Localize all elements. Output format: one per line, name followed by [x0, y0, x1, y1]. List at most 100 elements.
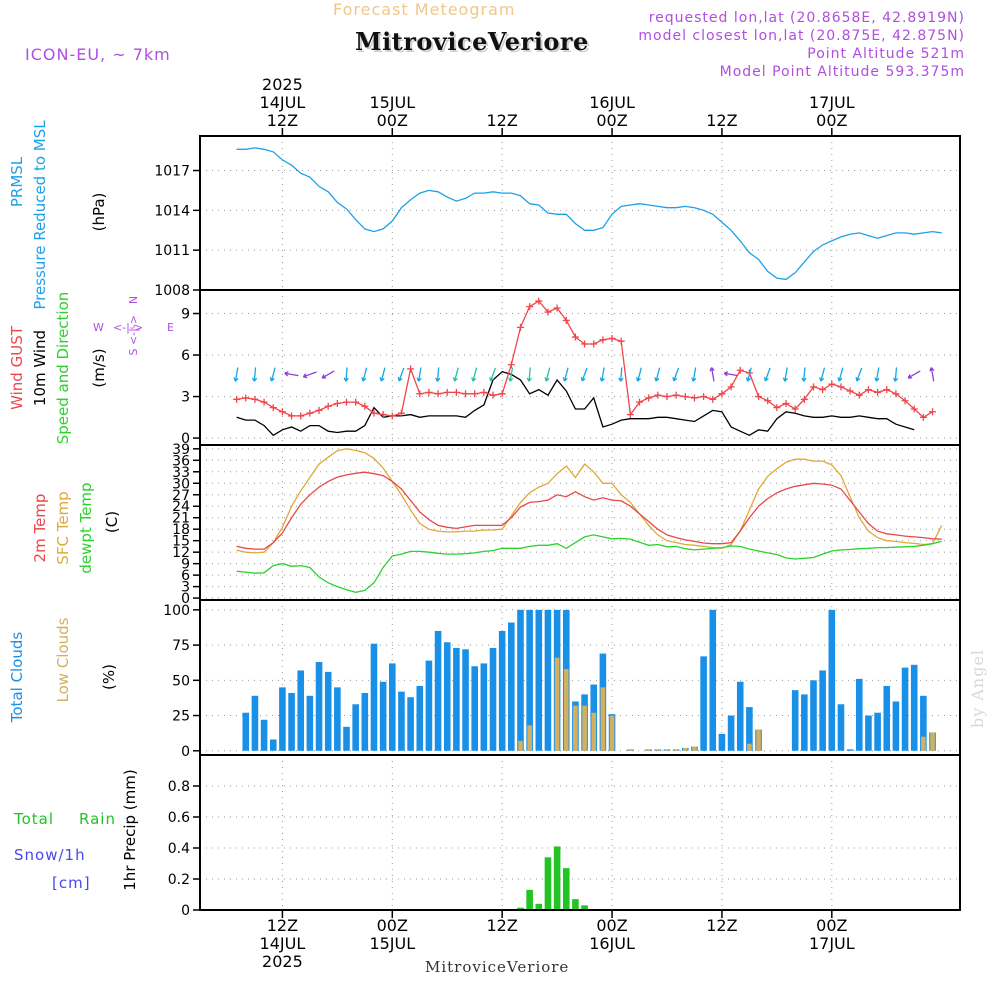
gust-marker: [507, 361, 515, 369]
total-clouds-label: Total Clouds: [8, 632, 26, 724]
top-time-label: 12Z: [267, 111, 298, 130]
total-cloud-bar: [260, 719, 268, 751]
gust-marker: [388, 412, 396, 420]
gust-marker: [709, 395, 717, 403]
compass-vertical: <-|->: [127, 315, 140, 345]
gust-marker: [562, 316, 570, 324]
total-cloud-bar: [810, 680, 817, 751]
top-time-label: 00Z: [377, 111, 408, 130]
wind-direction-arrow: [397, 367, 405, 382]
low-cloud-bar: [527, 725, 532, 751]
total-cloud-bar: [526, 609, 533, 751]
gust-marker: [654, 391, 662, 399]
closest-coords: model closest lon,lat (20.875E, 42.875N): [638, 28, 965, 44]
gust-marker: [425, 388, 433, 396]
temperature-ytick-label: 36: [172, 453, 190, 469]
top-time-label: 15JUL: [369, 93, 415, 112]
gust-marker: [535, 297, 543, 305]
temperature-ytick-label: 0: [181, 591, 190, 607]
gust-marker: [471, 390, 479, 398]
gust-marker: [755, 393, 763, 401]
temperature-ytick-label: 12: [172, 545, 190, 561]
total-cloud-bar: [425, 660, 433, 751]
precip-snow-label: Snow/1h: [14, 846, 86, 864]
gust-marker: [489, 391, 497, 399]
wind-speed-line: [236, 370, 915, 437]
total-cloud-bar: [746, 707, 753, 751]
gust-marker: [498, 390, 506, 398]
total-cloud-bar: [837, 704, 845, 751]
compass-north: N: [127, 296, 140, 304]
wind-direction-arrow: [691, 367, 697, 382]
gust-marker: [526, 303, 534, 311]
gust-marker: [306, 409, 314, 417]
low-cloud-bar: [664, 749, 670, 751]
wind-ytick-label: 9: [181, 307, 190, 323]
total-cloud-bar: [334, 687, 341, 751]
clouds-ytick-label: 75: [172, 638, 190, 654]
pressure-ytick-label: 1011: [154, 243, 190, 259]
bottom-time-label: 12Z: [267, 916, 298, 935]
wind-ytick-label: 3: [181, 390, 190, 406]
pressure-ytick-label: 1008: [154, 283, 190, 299]
gust-marker: [590, 340, 598, 348]
gust-marker: [736, 366, 744, 374]
pressure-label-2: Pressure Reduced to MSL: [31, 120, 49, 310]
low-cloud-bar: [930, 732, 935, 751]
gust-marker: [855, 391, 863, 399]
clouds-ytick-label: 25: [172, 709, 190, 725]
compass-east: E: [167, 321, 174, 334]
gust-marker: [910, 405, 918, 413]
wind-direction-arrow: [672, 367, 680, 382]
gust-marker: [700, 393, 708, 401]
wind-direction-arrow: [837, 367, 844, 382]
gust-marker: [242, 394, 250, 402]
total-cloud-bar: [370, 643, 378, 751]
gust-marker: [443, 388, 451, 396]
total-cloud-bar: [279, 687, 286, 751]
bottom-time-label: 00Z: [816, 916, 847, 935]
low-clouds-label: Low Clouds: [54, 617, 72, 702]
precip-panel-frame: [199, 754, 961, 911]
gust-marker: [260, 398, 268, 406]
dewpt-temp-line: [236, 534, 942, 593]
gust-marker: [581, 340, 589, 348]
total-cloud-bar: [269, 739, 277, 751]
gust-marker: [681, 393, 689, 401]
wind-direction-arrow: [321, 370, 335, 379]
wind-direction-arrow: [855, 367, 863, 382]
rain-bar: [526, 889, 533, 910]
low-cloud-bar: [683, 747, 688, 751]
total-cloud-bar: [306, 695, 314, 751]
wind-direction-arrow: [544, 367, 551, 382]
gust-marker: [516, 323, 524, 331]
total-cloud-bar: [920, 695, 927, 751]
rain-bar: [553, 846, 561, 910]
wind-direction-arrow: [526, 367, 532, 382]
bottom-time-label: 14JUL: [260, 934, 306, 953]
compass-horizontal: <-|->: [113, 321, 143, 334]
station-title: MitroviceVeriore: [355, 27, 589, 56]
wind-direction-arrow: [709, 367, 715, 382]
precip-ytick-label: 0.8: [168, 779, 190, 795]
precip-ytick-label: 0.2: [168, 872, 190, 888]
pressure-ytick-label: 1014: [154, 203, 190, 219]
gust-marker: [416, 390, 424, 398]
low-cloud-bar: [646, 749, 651, 751]
total-cloud-bar: [736, 681, 744, 751]
temperature-ytick-label: 21: [172, 511, 190, 527]
temperature-ytick-label: 24: [172, 499, 190, 515]
low-cloud-bar: [582, 705, 587, 751]
bottom-time-label: 15JUL: [369, 934, 415, 953]
total-cloud-bar: [883, 685, 891, 751]
requested-coords: requested lon,lat (20.8658E, 42.8919N): [648, 10, 965, 26]
gust-marker: [626, 411, 634, 419]
gust-marker: [407, 365, 415, 373]
total-cloud-bar: [855, 678, 863, 751]
top-time-label: 2025: [262, 75, 303, 94]
total-cloud-bar: [819, 670, 826, 751]
temperature-ytick-label: 3: [181, 580, 190, 596]
total-cloud-bar: [801, 694, 808, 751]
gust-marker: [800, 395, 808, 403]
rain-bar: [572, 899, 579, 910]
